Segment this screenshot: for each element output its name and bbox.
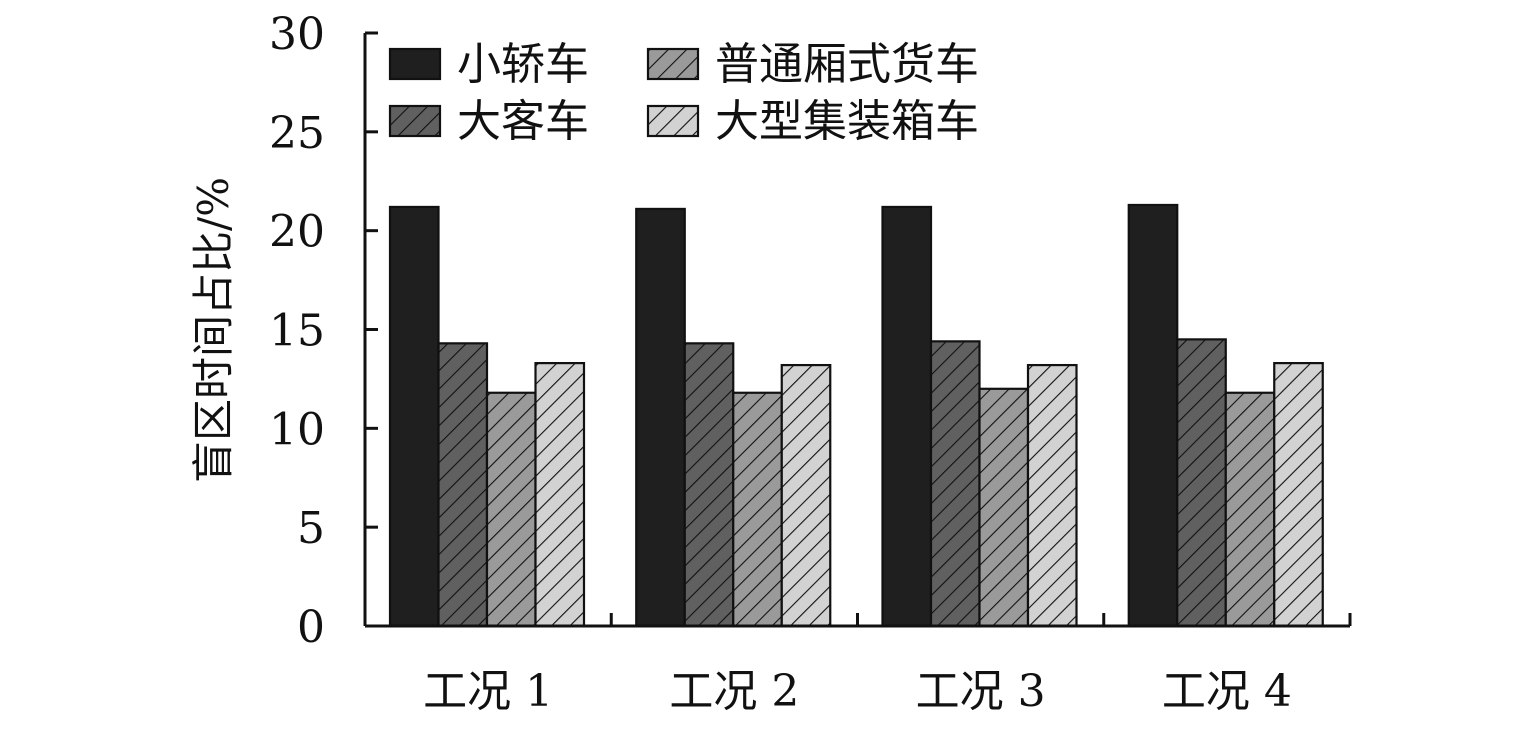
y-tick-label: 5 — [297, 503, 325, 554]
bar-1-4 — [534, 362, 586, 628]
bar-2-3 — [732, 391, 783, 628]
bars-layer — [388, 203, 1324, 628]
legend-swatch-4 — [646, 104, 700, 138]
legend-swatch-3 — [646, 47, 700, 81]
x-tick-label: 工况 3 — [916, 666, 1046, 717]
bar-3-2 — [929, 340, 981, 628]
bar-2-1 — [635, 207, 686, 628]
x-tick-label: 工况 4 — [1162, 666, 1292, 717]
y-tick-label: 10 — [269, 404, 325, 455]
bar-1-2 — [437, 342, 489, 628]
bar-2-2 — [683, 342, 735, 628]
y-tick-label: 15 — [269, 306, 325, 357]
y-tick-label: 25 — [269, 108, 325, 159]
bar-3-3 — [978, 387, 1030, 628]
x-ticks: 工况 1 工况 2 工况 3 工况 4 — [423, 613, 1352, 717]
y-ticks: 0 5 10 15 20 25 30 — [269, 9, 378, 653]
bar-2-4 — [780, 363, 832, 628]
y-tick-label: 20 — [269, 207, 325, 258]
x-tick-label: 工况 1 — [423, 666, 553, 717]
y-axis-label: 盲区时间占比/% — [189, 177, 238, 483]
bar-3-1 — [881, 205, 933, 628]
legend-label-1: 小轿车 — [457, 39, 589, 90]
x-tick-label: 工况 2 — [669, 666, 799, 717]
bar-4-4 — [1273, 362, 1324, 628]
bar-3-4 — [1026, 363, 1078, 628]
bar-1-1 — [388, 205, 440, 628]
y-tick-label: 0 — [297, 602, 325, 653]
legend-swatch-2 — [388, 104, 442, 138]
legend-label-3: 普通厢式货车 — [715, 39, 979, 90]
legend-label-4: 大型集装箱车 — [715, 96, 979, 147]
legend-swatch-1 — [388, 47, 442, 81]
bar-4-3 — [1224, 391, 1276, 628]
y-tick-label: 30 — [269, 9, 325, 60]
bar-4-2 — [1176, 338, 1227, 628]
bar-1-3 — [485, 391, 537, 628]
bar-4-1 — [1127, 203, 1179, 628]
legend-label-2: 大客车 — [457, 96, 589, 147]
